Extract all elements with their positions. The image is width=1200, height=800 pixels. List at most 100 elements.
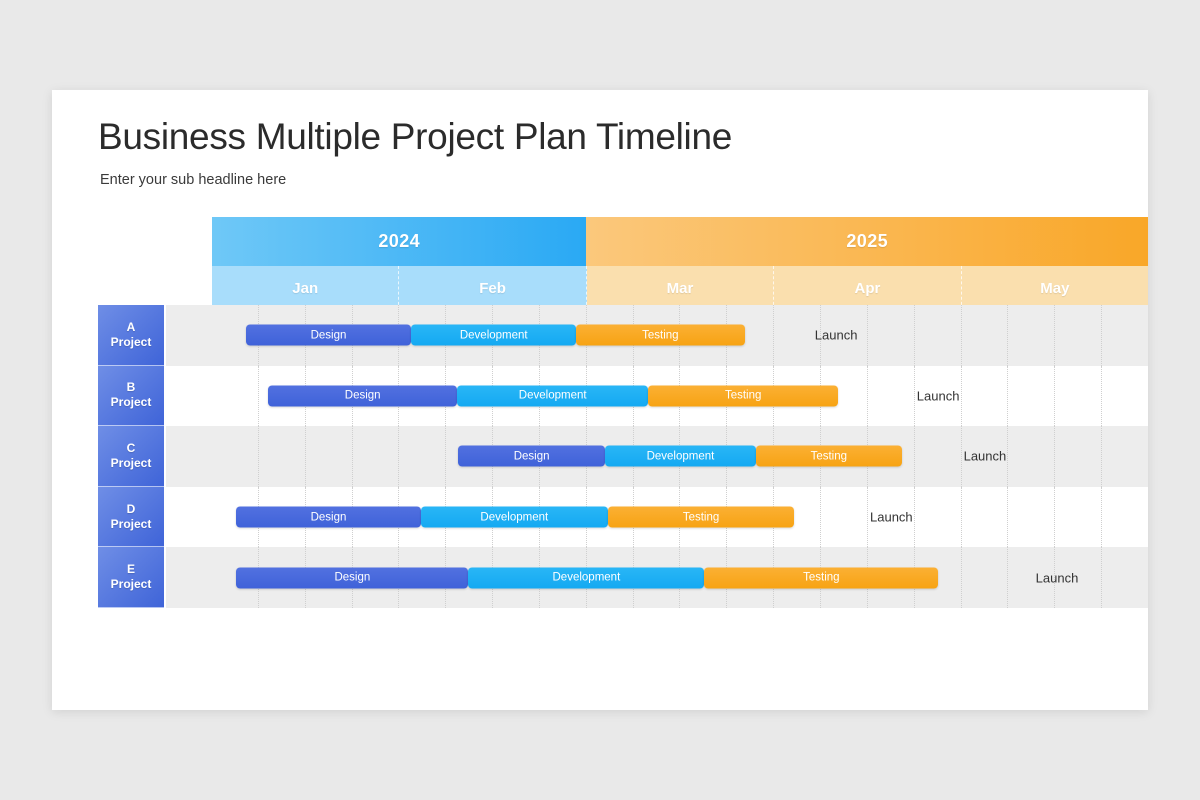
row-label-letter: B [126,380,136,395]
row-label-word: Project [110,455,152,470]
milestone-launch: Launch [1035,570,1079,586]
gantt-body: A Project Design Development Testing Launch B P… [98,305,1148,608]
row-label-word: Project [110,516,152,531]
task-bar-label: Design [334,571,371,584]
row-label-letter: E [126,562,135,577]
gridline [962,305,1009,366]
task-bar-label: Testing [810,450,848,463]
gridline [353,426,400,487]
gridline [868,305,915,366]
task-bar-label: Testing [724,389,762,402]
gridline [1102,305,1148,366]
timeline-year-row: 2024 2025 [212,217,1148,266]
gridline [1055,426,1103,487]
gridline [306,426,353,487]
row-label-d-project[interactable]: D Project [98,486,164,548]
milestone-launch: Launch [963,448,1007,464]
gantt-row: C Project Design Development Testing Launch [98,426,1148,487]
task-bar-design[interactable]: Design [236,567,469,589]
task-bar-testing[interactable]: Testing [576,324,745,346]
task-bar-label: Testing [803,571,840,584]
page-subtitle: Enter your sub headline here [100,172,287,188]
task-bar-design[interactable]: Design [458,445,606,467]
gridline [962,365,1009,427]
gridline [915,426,962,487]
row-label-c-project[interactable]: C Project [98,426,164,487]
timeline-month-feb: Feb [399,266,587,310]
timeline-month-row: Jan Feb Mar Apr May [212,266,1149,310]
timeline-year-2024: 2024 [212,217,587,266]
task-bar-development[interactable]: Development [420,506,608,528]
gantt-row: A Project Design Development Testing Launch [98,305,1148,366]
timeline-month-may: May [961,266,1149,310]
row-label-a-project[interactable]: A Project [98,305,164,366]
row-track: Design Development Testing Launch [166,486,1148,548]
task-bar-design[interactable]: Design [268,385,458,407]
milestone-launch: Launch [814,327,858,343]
task-bar-development[interactable]: Development [468,567,705,589]
task-bar-development[interactable]: Development [605,445,756,467]
gridline [1008,486,1056,548]
task-bar-label: Design [344,389,381,402]
row-track: Design Development Testing Launch [166,365,1148,427]
gantt-row: E Project Design Development Testing Launch [98,547,1148,608]
gridline [915,305,962,366]
task-bar-label: Development [552,571,621,584]
row-label-e-project[interactable]: E Project [98,547,164,608]
task-bar-testing[interactable]: Testing [755,445,902,467]
gridline [1008,426,1056,487]
task-bar-label: Testing [642,329,679,342]
milestone-launch: Launch [916,388,960,404]
timeline-month-jan: Jan [212,266,400,310]
row-track: Design Development Testing Launch [166,426,1148,487]
gridline [1055,305,1103,366]
gridline [1102,487,1148,548]
task-bar-development[interactable]: Development [457,385,649,407]
timeline-month-apr: Apr [774,266,962,310]
gridline [962,547,1009,608]
gridline [962,486,1009,548]
task-bar-design[interactable]: Design [245,324,412,346]
row-label-letter: D [126,501,136,516]
task-bar-label: Development [459,329,528,342]
gridline [1102,366,1148,427]
gridline [259,426,306,487]
gridline [1055,365,1103,427]
row-track: Design Development Testing Launch [166,305,1148,366]
row-track: Design Development Testing Launch [166,547,1148,608]
task-bar-testing[interactable]: Testing [648,385,839,407]
task-bar-development[interactable]: Development [411,324,577,346]
gridline [915,486,962,548]
gantt-row: D Project Design Development Testing Launch [98,486,1148,548]
page-title: Business Multiple Project Plan Timeline [98,116,733,157]
task-bar-label: Design [310,511,347,524]
task-bar-label: Design [513,450,550,463]
gridline [868,365,915,427]
row-label-b-project[interactable]: B Project [98,365,164,427]
gridline [399,426,447,487]
gridline [212,426,259,487]
gantt-row: B Project Design Development Testing Launch [98,365,1148,427]
task-bar-label: Development [480,511,549,524]
gridline [212,365,259,427]
gridline [1008,305,1056,366]
slide-card: Business Multiple Project Plan Timeline … [52,90,1149,710]
row-label-word: Project [110,334,152,349]
task-bar-testing[interactable]: Testing [607,506,795,528]
task-bar-label: Design [310,329,347,342]
gridline [821,486,868,548]
task-bar-label: Testing [682,511,720,524]
task-bar-label: Development [646,450,715,463]
task-bar-design[interactable]: Design [236,506,421,528]
milestone-launch: Launch [870,509,913,525]
gridline [1008,365,1056,427]
gridline [1102,426,1148,487]
timeline-month-mar: Mar [586,266,775,310]
timeline-year-2025: 2025 [586,217,1148,266]
task-bar-label: Development [518,389,587,402]
row-label-letter: A [126,319,136,334]
task-bar-testing[interactable]: Testing [704,567,939,589]
row-label-word: Project [110,577,152,592]
row-label-word: Project [110,395,152,410]
